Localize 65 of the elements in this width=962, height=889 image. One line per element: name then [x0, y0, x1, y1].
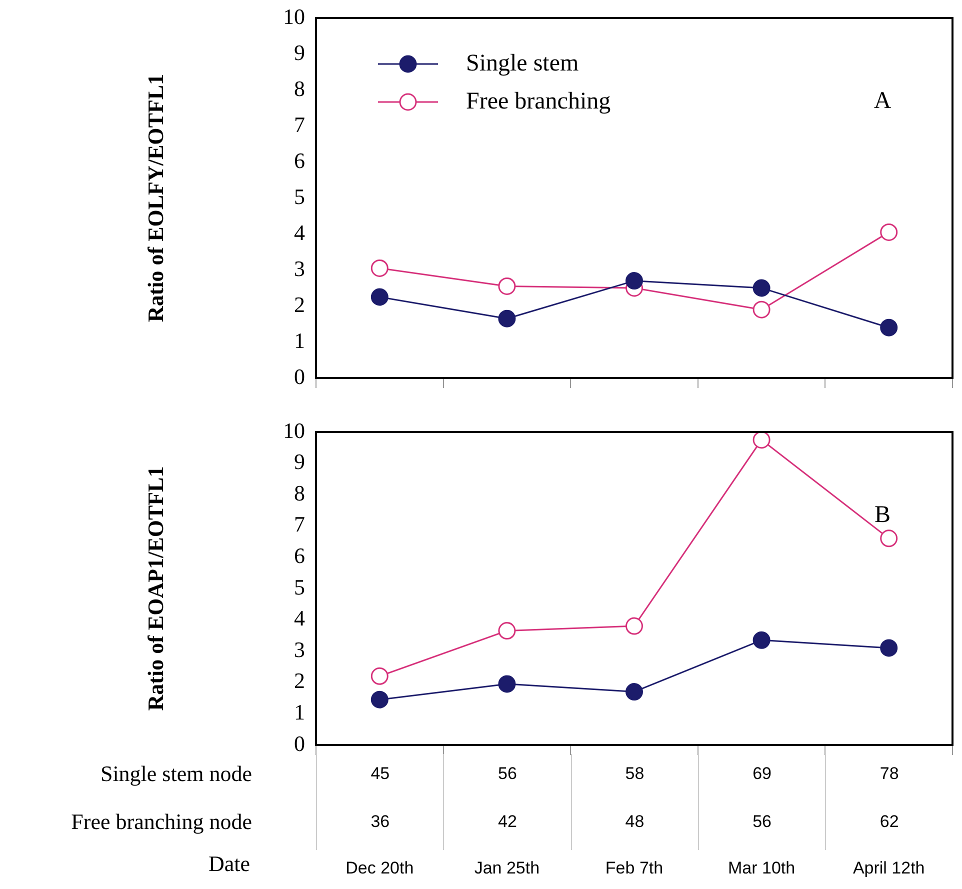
- data-label: 42: [443, 802, 571, 850]
- y-tick-label: 0: [294, 730, 305, 756]
- y-tick-label: 4: [294, 606, 305, 631]
- point: [370, 667, 388, 685]
- data-label: 48: [570, 802, 698, 850]
- point: [498, 675, 516, 693]
- y-tick-label: 9: [294, 40, 305, 65]
- point: [880, 530, 898, 548]
- point: [752, 300, 770, 318]
- point: [370, 690, 388, 708]
- annotation: B: [874, 502, 891, 528]
- point: [880, 318, 898, 336]
- data-label: 45: [316, 754, 444, 802]
- y-tick-label: 3: [294, 256, 305, 281]
- data-label: 78: [825, 754, 952, 802]
- y-tick-label: 9: [294, 449, 305, 474]
- x-axis-title: Date: [208, 850, 250, 876]
- y-tick-label: 5: [294, 184, 305, 209]
- x-tick-label: April 12th: [852, 858, 925, 878]
- y-tick-label: 2: [294, 292, 305, 317]
- point: [626, 272, 643, 290]
- point: [626, 683, 643, 701]
- y-tick-label: 4: [294, 220, 305, 245]
- x-tick-label: Mar 10th: [728, 858, 796, 878]
- data-label: 58: [570, 754, 698, 802]
- point: [370, 288, 388, 306]
- point: [880, 639, 898, 657]
- annotation: A: [874, 88, 892, 114]
- point: [880, 223, 898, 241]
- y-tick-label: 6: [294, 542, 305, 568]
- data-label: 69: [698, 754, 826, 802]
- point: [498, 622, 516, 640]
- point: [370, 259, 388, 277]
- y-tick-label: Free branching node: [70, 808, 252, 836]
- y-tick-label: 3: [294, 636, 305, 662]
- y-tick-label: 0: [294, 364, 305, 389]
- data-label: 56: [443, 754, 571, 802]
- y-tick-label: 1: [294, 328, 305, 353]
- point: [752, 631, 770, 649]
- y-axis-title: Ratio of EOAP1/EOTFL1: [142, 466, 168, 711]
- data-label: 36: [316, 802, 444, 850]
- x-tick-label: Dec 20th: [346, 858, 414, 878]
- legend-label: Single stem: [466, 50, 579, 76]
- data-label: 62: [825, 802, 952, 850]
- data-label: 56: [698, 802, 826, 850]
- y-tick-label: 8: [294, 76, 305, 101]
- y-tick-label: 8: [294, 480, 305, 506]
- y-tick-label: 10: [283, 4, 305, 29]
- y-tick-label: 2: [294, 668, 305, 694]
- y-tick-label: 5: [294, 574, 305, 600]
- y-tick-label: 10: [283, 418, 305, 443]
- x-tick-label: Feb 7th: [605, 858, 664, 878]
- y-tick-label: 1: [294, 699, 305, 724]
- point: [498, 277, 516, 295]
- legend-label: Free branching: [466, 88, 611, 114]
- point: [498, 310, 516, 328]
- y-axis-title: Ratio of EOLFY/EOTFL1: [142, 74, 168, 322]
- point: [752, 432, 770, 449]
- y-tick-label: 6: [294, 148, 305, 173]
- point: [752, 279, 770, 297]
- y-tick-label: 7: [294, 112, 305, 137]
- y-tick-label: Single stem node: [99, 760, 252, 788]
- x-tick-label: Jan 25th: [474, 858, 540, 878]
- point: [626, 617, 643, 635]
- y-tick-label: 7: [294, 512, 305, 537]
